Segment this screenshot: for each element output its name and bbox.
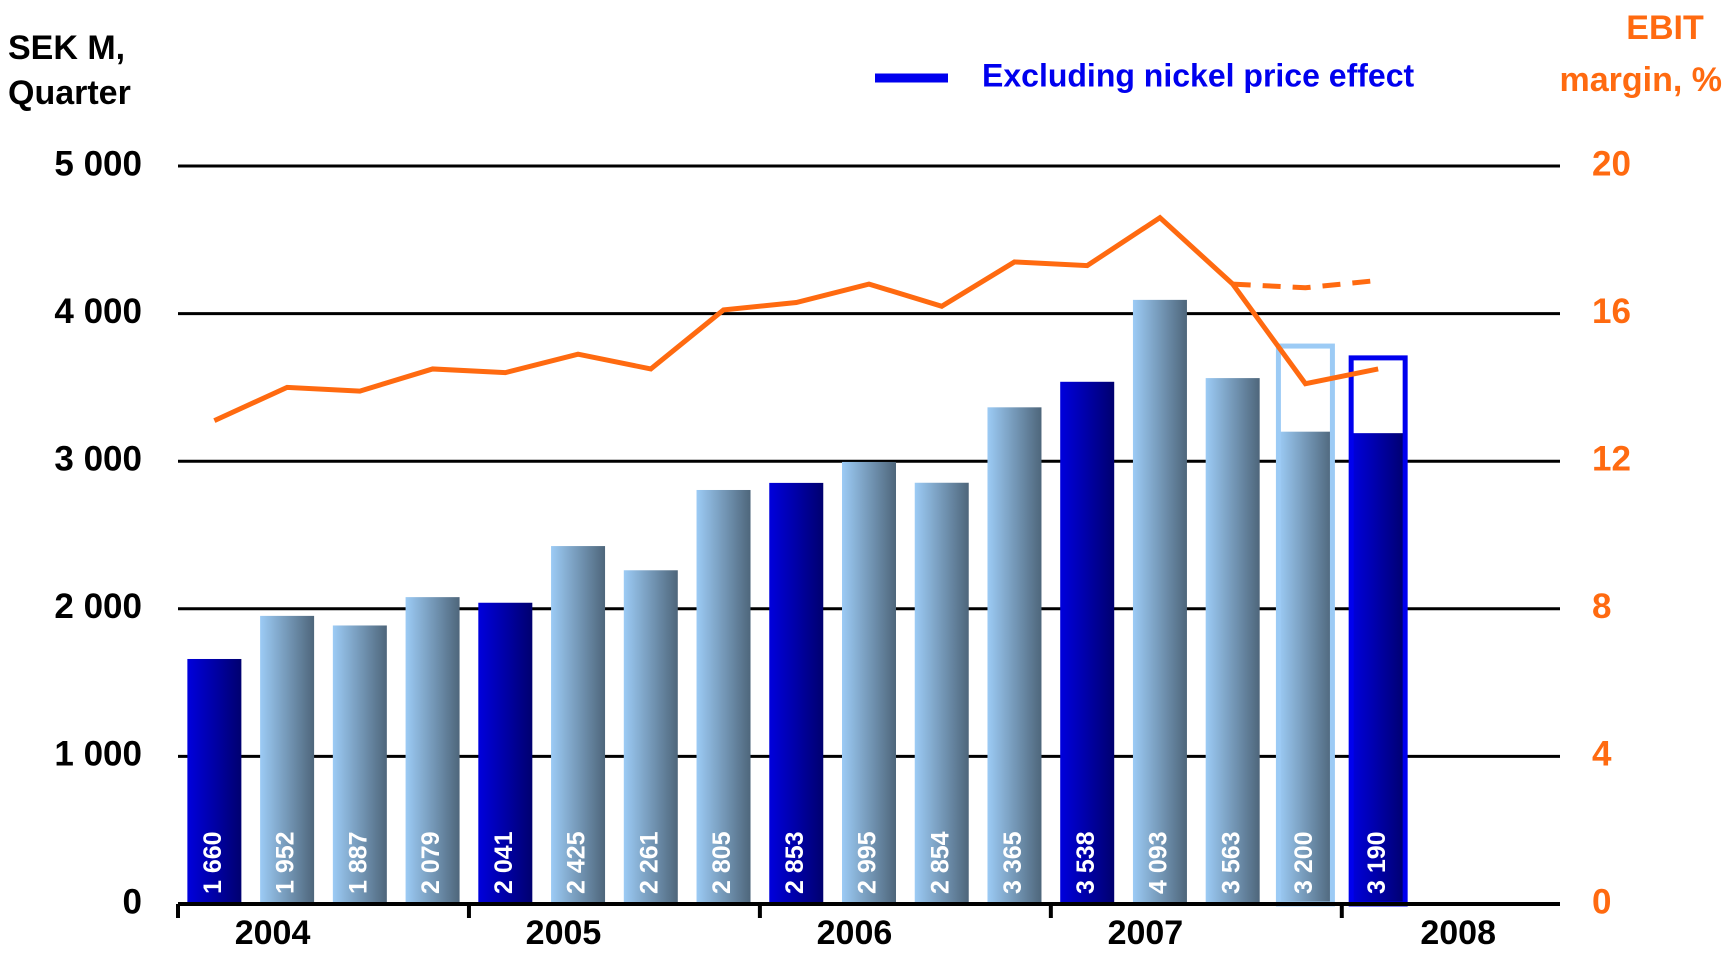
y-axis-title: SEK M, [8, 29, 125, 67]
bar [1060, 381, 1115, 904]
y2-tick-label: 20 [1592, 144, 1631, 183]
x-year-label: 2004 [235, 914, 311, 952]
bar-value-label: 2 854 [926, 831, 954, 894]
bar-value-label: 4 093 [1145, 831, 1173, 894]
bar [551, 546, 606, 904]
y2-axis-title: margin, % [1560, 61, 1722, 99]
bar [1132, 299, 1187, 905]
y2-tick-label: 12 [1592, 439, 1631, 478]
bar [623, 570, 678, 904]
bar [260, 615, 315, 904]
bar-value-label: 3 538 [1072, 831, 1100, 894]
y-tick-label: 2 000 [54, 587, 142, 626]
bar-value-label: 2 995 [854, 831, 882, 894]
x-year-label: 2007 [1108, 914, 1184, 952]
bar-value-label: 1 887 [344, 831, 372, 894]
y2-tick-label: 16 [1592, 292, 1631, 331]
bar-value-label: 2 261 [635, 831, 663, 894]
ebit-line [213, 214, 1379, 423]
bar-value-label: 2 425 [563, 831, 591, 894]
y2-axis-title: EBIT [1626, 9, 1704, 47]
bar-value-label: 1 660 [199, 831, 227, 894]
ebit-line [1232, 277, 1379, 291]
y2-tick-label: 8 [1592, 587, 1611, 626]
y-axis-title: Quarter [8, 74, 131, 112]
y2-tick-label: 0 [1592, 882, 1611, 921]
bar [987, 407, 1042, 904]
y-tick-label: 5 000 [54, 144, 142, 183]
y-tick-label: 4 000 [54, 292, 142, 331]
x-year-label: 2008 [1420, 914, 1496, 952]
x-year-label: 2006 [817, 914, 893, 952]
bar-value-label: 2 079 [417, 831, 445, 894]
bar [842, 461, 896, 904]
y2-tick-label: 4 [1592, 735, 1612, 774]
x-year-label: 2005 [526, 914, 602, 952]
bar [1278, 431, 1333, 904]
y-tick-label: 3 000 [54, 439, 142, 478]
y-tick-label: 0 [123, 882, 142, 921]
bar [1205, 378, 1260, 904]
bar [332, 625, 387, 904]
bar-value-label: 3 200 [1290, 831, 1318, 894]
bar [914, 482, 969, 904]
bar [696, 489, 751, 904]
bar-value-label: 3 563 [1217, 831, 1245, 894]
bar [769, 482, 824, 904]
bar [1351, 433, 1406, 904]
bar [405, 597, 460, 904]
bar-value-label: 2 853 [781, 831, 809, 894]
y-tick-label: 1 000 [54, 735, 142, 774]
bar-value-label: 3 190 [1363, 831, 1391, 894]
bar-value-label: 2 041 [490, 831, 518, 894]
bar [478, 602, 533, 904]
legend-label: Excluding nickel price effect [982, 57, 1414, 93]
bar-value-label: 2 805 [708, 831, 736, 894]
bar [187, 658, 242, 904]
bar-value-label: 1 952 [272, 831, 300, 894]
bar-value-label: 3 365 [999, 831, 1027, 894]
